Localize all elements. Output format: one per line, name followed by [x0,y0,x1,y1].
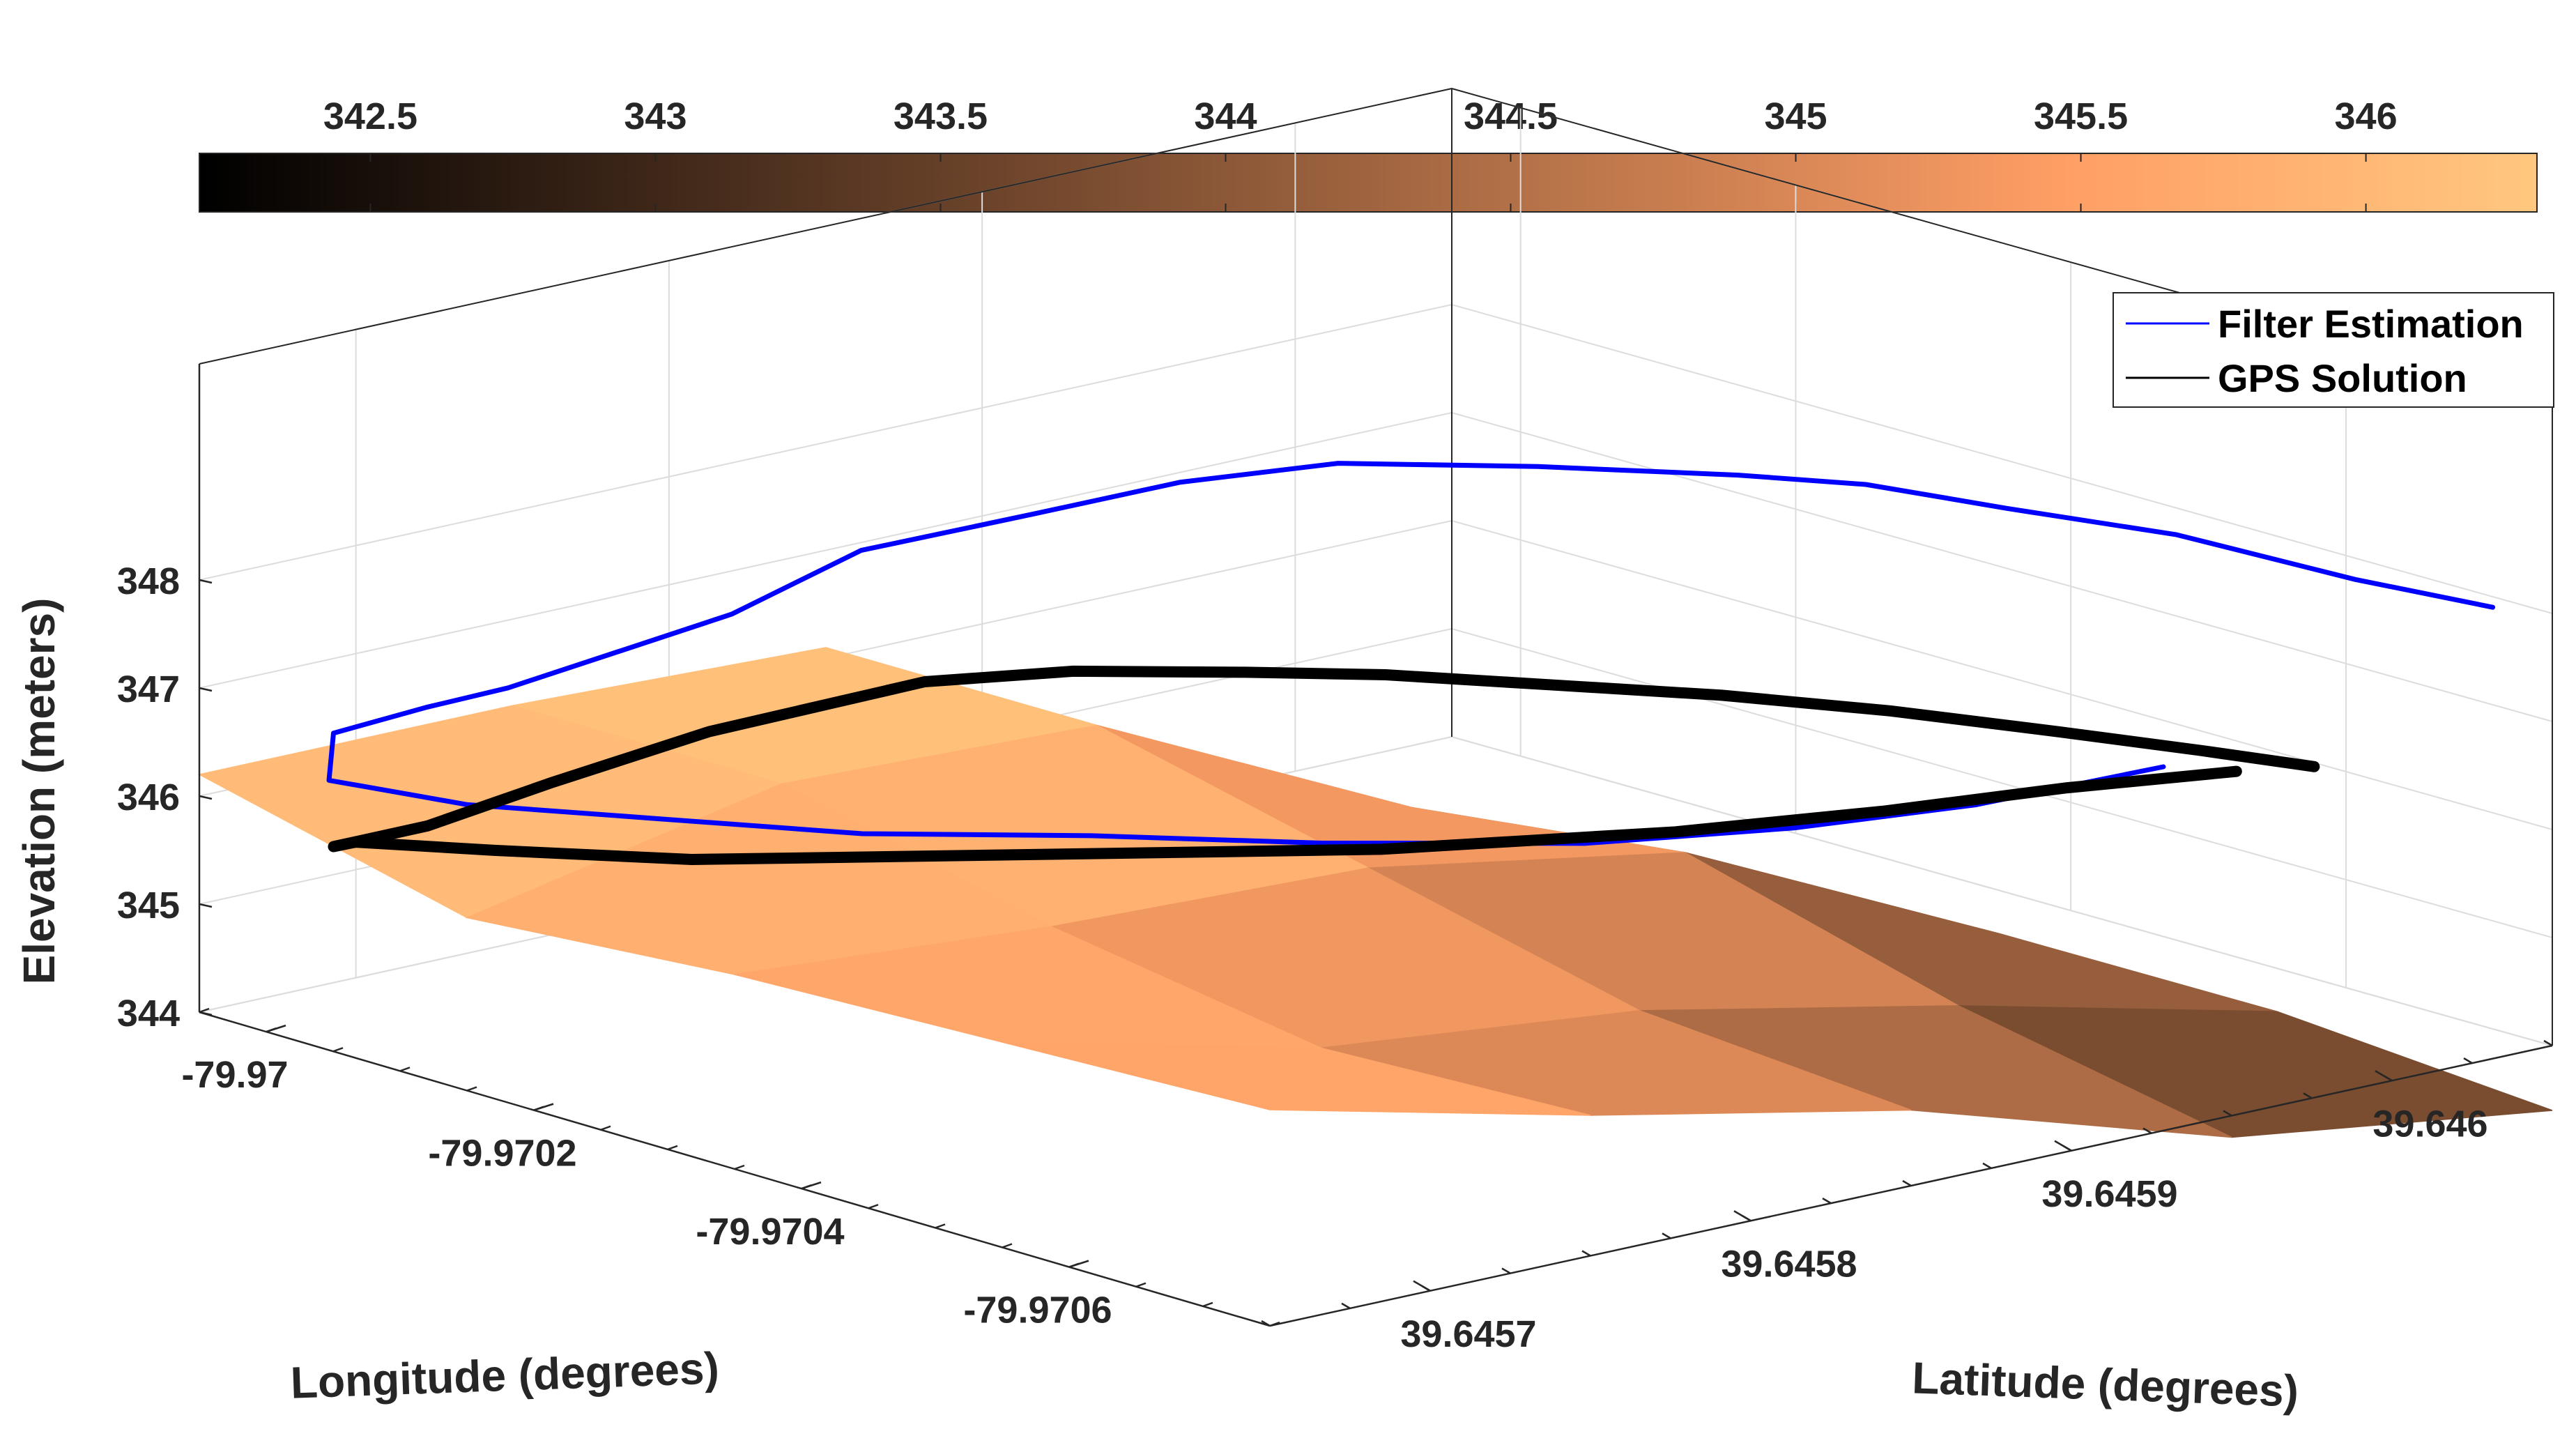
top-left-edge [199,88,1452,365]
elevation-surface [197,647,2553,1138]
x-minor-tick [600,1125,611,1131]
y-tick [1413,1280,1431,1292]
x-tick-label: -79.9704 [696,1211,844,1253]
colorbar-tick-label: 344.5 [1464,95,1558,137]
y-minor-tick [2142,1127,2152,1134]
colorbar-tick-label: 342.5 [323,95,417,137]
y-minor-tick [2303,1092,2313,1099]
z-tick [199,903,213,908]
colorbar: 342.5 343 343.5 344 344.5 345 345.5 346 [199,95,2538,213]
y-minor-tick [1822,1198,1832,1205]
series-lines [326,461,2496,865]
z-tick-label: 348 [117,560,180,602]
y-axis-label: Latitude (degrees) [1911,1352,2299,1416]
y-minor-tick [1662,1232,1671,1239]
x-tick-label: -79.97 [181,1054,288,1096]
z-tick [199,579,213,584]
z-tick [199,687,213,692]
x-minor-tick [667,1145,678,1151]
colorbar-tick-label: 343 [624,95,687,137]
x-tick [1068,1260,1089,1268]
y-minor-tick [2543,1039,2553,1047]
y-minor-tick [1341,1302,1351,1309]
y-tick-label: 39.6458 [1721,1243,1857,1285]
colorbar-ticks: 342.5 343 343.5 344 344.5 345 345.5 346 [323,95,2398,212]
y-minor-tick [1982,1162,1992,1169]
y-minor-tick [2463,1057,2473,1064]
x-tick-label: -79.9702 [428,1133,576,1175]
legend: Filter Estimation GPS Solution [2113,292,2554,408]
x-tick [266,1024,286,1033]
y-minor-tick [1581,1250,1591,1257]
y-tick [2375,1070,2393,1082]
x-minor-tick [332,1047,344,1053]
y-minor-tick [2223,1110,2232,1117]
colorbar-tick-label: 343.5 [894,95,988,137]
x-minor-tick [1135,1282,1147,1287]
legend-box [2113,292,2554,408]
y-tick-label: 39.646 [2372,1103,2487,1145]
y-tick [2054,1140,2072,1152]
y-minor-tick [1261,1320,1271,1327]
x-tick [533,1103,554,1111]
filter-estimation-line [326,461,2496,846]
z-axis-label: Elevation (meters) [14,598,64,985]
colorbar-tick-label: 346 [2335,95,2398,137]
legend-label-gps: GPS Solution [2218,356,2467,400]
y-tick-label: 39.6459 [2041,1173,2177,1215]
y-minor-tick [1501,1267,1511,1274]
x-minor-tick [868,1204,879,1209]
z-tick-label: 346 [117,777,180,818]
x-minor-tick [1002,1243,1013,1248]
x-tick-label: -79.9706 [963,1290,1112,1331]
y-tick [1733,1210,1751,1222]
legend-label-filter: Filter Estimation [2218,302,2524,346]
gps-solution-line [328,665,2320,865]
x-minor-tick [466,1086,477,1092]
y-minor-tick [1902,1179,1912,1187]
x-minor-tick [935,1223,946,1229]
surface-patch [1002,1041,1591,1116]
x-minor-tick [399,1067,411,1072]
colorbar-tick-label: 344 [1194,95,1257,137]
x-tick [801,1181,822,1190]
x-minor-tick [1202,1301,1213,1308]
x-minor-tick [199,1007,210,1014]
z-tick-label: 344 [117,993,180,1034]
z-tick-label: 345 [117,885,180,926]
y-tick-label: 39.6457 [1400,1313,1536,1355]
axes-front: 344 345 346 347 348 -79.9706 -79.9704 -79.9702 -… [117,364,2553,1355]
z-tick [199,795,213,800]
z-tick-label: 347 [117,668,180,710]
colorbar-tick-label: 345 [1764,95,1827,137]
colorbar-tick-label: 345.5 [2034,95,2128,137]
colorbar-gradient [199,153,2538,213]
x-minor-tick [734,1164,745,1170]
x-axis-label: Longitude (degrees) [290,1343,720,1407]
